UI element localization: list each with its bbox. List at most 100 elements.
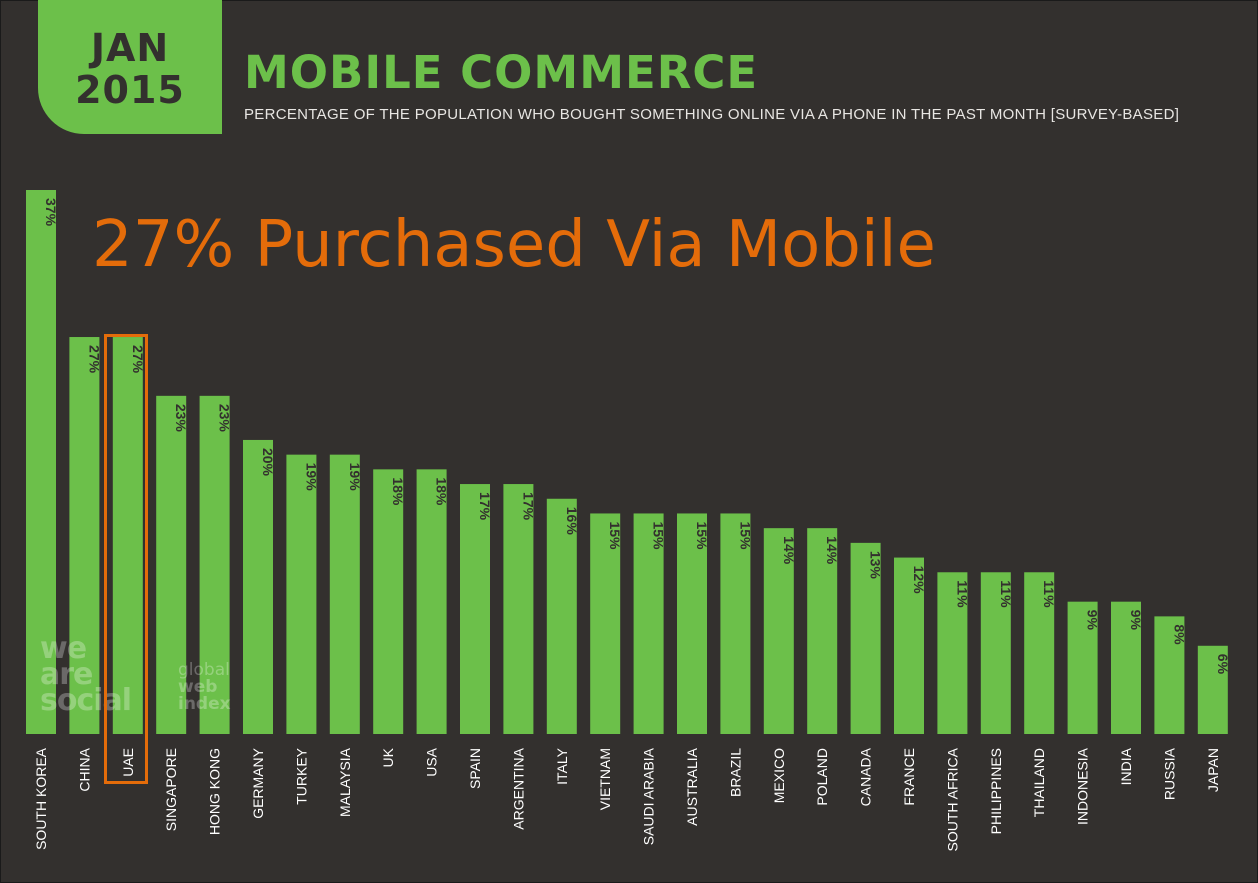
category-label: RUSSIA <box>1161 747 1177 800</box>
data-label: 15% <box>607 521 623 550</box>
category-label: USA <box>424 747 440 776</box>
data-label: 12% <box>911 566 927 595</box>
data-label: 11% <box>998 580 1014 608</box>
category-label: ARGENTINA <box>510 747 526 829</box>
bar-poland <box>807 528 838 734</box>
category-label: FRANCE <box>901 748 917 806</box>
date-badge: JAN 2015 <box>38 0 222 134</box>
bar-spain <box>460 484 490 734</box>
bar-thailand <box>1024 572 1055 734</box>
category-label: PHILIPPINES <box>988 748 1004 834</box>
chart-title: MOBILE COMMERCE <box>244 46 759 99</box>
category-label: SAUDI ARABIA <box>641 747 657 845</box>
data-label: 19% <box>303 463 319 492</box>
category-label: JAPAN <box>1205 748 1221 792</box>
data-label: 37% <box>43 198 59 227</box>
category-label: THAILAND <box>1031 748 1047 817</box>
bar-china <box>69 337 100 734</box>
bar-india <box>1111 601 1141 734</box>
data-label: 15% <box>694 521 710 550</box>
category-label: SPAIN <box>467 748 483 789</box>
category-label: UK <box>380 747 396 767</box>
logo-text-social: social <box>40 683 132 718</box>
bar-russia <box>1154 616 1185 734</box>
data-label: 17% <box>520 492 536 521</box>
bar-malaysia <box>329 454 360 734</box>
bar-mexico <box>763 528 794 734</box>
data-label: 14% <box>781 536 797 565</box>
logo-text-are: are <box>40 657 93 692</box>
category-label: CANADA <box>858 747 874 806</box>
category-label: MEXICO <box>771 748 787 803</box>
bar-south-korea <box>26 190 56 734</box>
we-are-social-logo: we are social <box>40 631 132 718</box>
callout-text: 27% Purchased Via Mobile <box>92 208 936 282</box>
category-label: CHINA <box>76 747 92 791</box>
bar-uae <box>112 337 143 734</box>
highlight-box <box>104 334 148 784</box>
data-label: 11% <box>1041 580 1057 608</box>
bar-philippines <box>980 572 1011 734</box>
data-label: 20% <box>260 448 276 477</box>
category-label: SINGAPORE <box>163 748 179 831</box>
data-label: 27% <box>86 345 102 374</box>
logo-text-global: global <box>178 660 230 680</box>
data-label: 23% <box>173 404 189 433</box>
data-label: 16% <box>564 507 580 536</box>
category-label: SOUTH KOREA <box>33 747 49 850</box>
category-label: POLAND <box>814 748 830 806</box>
category-label: HONG KONG <box>207 748 223 835</box>
data-label: 11% <box>954 580 970 608</box>
category-label: UAE <box>120 748 136 777</box>
data-label: 23% <box>217 404 233 433</box>
bar-usa <box>416 469 447 734</box>
data-label: 18% <box>434 477 450 506</box>
global-web-index-logo: global web index <box>178 662 231 713</box>
data-label: 17% <box>477 492 493 521</box>
bar-vietnam <box>590 513 621 734</box>
bar-brazil <box>720 513 751 734</box>
bar-canada <box>850 542 881 734</box>
category-label: SOUTH AFRICA <box>944 747 960 851</box>
category-label: GERMANY <box>250 747 266 818</box>
data-label: 9% <box>1128 610 1144 631</box>
category-label: INDONESIA <box>1075 747 1091 825</box>
bar-germany <box>243 439 273 734</box>
category-label: ITALY <box>554 747 570 784</box>
data-label: 18% <box>390 477 406 506</box>
bar-hong-kong <box>199 395 230 734</box>
data-label: 8% <box>1171 624 1187 645</box>
badge-year: 2015 <box>75 68 185 112</box>
data-label: 9% <box>1085 610 1101 631</box>
bar-italy <box>546 498 577 734</box>
bar-saudi-arabia <box>633 513 664 734</box>
badge-month: JAN <box>90 26 170 70</box>
data-label: 14% <box>824 536 840 565</box>
data-label: 27% <box>130 345 146 374</box>
bar-singapore <box>156 395 187 734</box>
logo-text-we: we <box>40 631 87 666</box>
chart-subtitle: PERCENTAGE OF THE POPULATION WHO BOUGHT … <box>244 106 1180 123</box>
bar-argentina <box>503 484 534 734</box>
bar-australia <box>677 513 707 734</box>
bar-south-africa <box>937 572 968 734</box>
data-label: 6% <box>1215 654 1231 675</box>
bar-france <box>894 557 924 734</box>
bar-indonesia <box>1067 601 1098 734</box>
data-label: 13% <box>868 551 884 580</box>
category-label: BRAZIL <box>727 748 743 797</box>
category-label: AUSTRALIA <box>684 747 700 825</box>
category-label: MALAYSIA <box>337 747 353 817</box>
category-label: TURKEY <box>293 747 309 804</box>
data-label: 19% <box>347 463 363 492</box>
bar-japan <box>1197 645 1228 734</box>
logo-text-web: web <box>178 677 218 697</box>
bar-turkey <box>286 454 317 734</box>
category-label: VIETNAM <box>597 748 613 810</box>
data-label: 15% <box>737 521 753 550</box>
category-label: INDIA <box>1118 747 1134 785</box>
logo-text-index: index <box>178 694 231 714</box>
data-label: 15% <box>651 521 667 550</box>
bar-uk <box>373 469 404 734</box>
